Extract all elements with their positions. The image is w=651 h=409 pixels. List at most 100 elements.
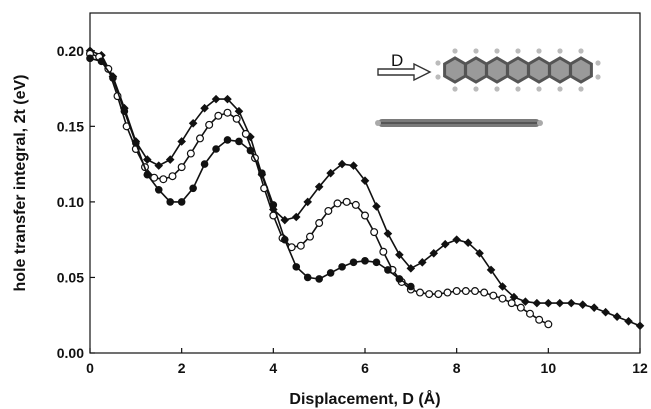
data-point (306, 232, 315, 241)
data-point (416, 288, 425, 297)
y-axis-title: hole transfer integral, 2t (eV) (12, 75, 29, 292)
data-point (165, 155, 175, 164)
data-point (303, 273, 312, 282)
data-point (186, 149, 195, 158)
data-point (280, 235, 289, 244)
data-point (223, 94, 232, 104)
data-point (212, 145, 220, 153)
data-point (351, 200, 360, 209)
data-point (120, 107, 129, 116)
data-point (232, 114, 241, 123)
y-axis: 0.00 0.05 0.10 0.15 0.20 (57, 43, 95, 361)
hydrogen-atom (494, 48, 500, 54)
hydrogen-atom (435, 60, 441, 66)
data-point (291, 212, 301, 222)
x-tick-label: 4 (269, 360, 277, 376)
hydrogen-atom (452, 48, 458, 54)
displacement-arrow-icon (377, 62, 432, 82)
data-point (326, 269, 335, 277)
data-point (452, 235, 461, 244)
data-point (280, 215, 290, 225)
data-point (342, 197, 351, 206)
y-tick-label: 0.05 (57, 269, 84, 285)
data-point (555, 298, 565, 308)
data-point (234, 106, 244, 116)
data-point (384, 266, 392, 274)
molecule-ring (527, 56, 551, 84)
data-point (471, 287, 480, 296)
series-line (89, 57, 412, 288)
data-point (235, 137, 243, 146)
data-point (189, 184, 197, 193)
data-point (223, 108, 232, 117)
data-point (395, 275, 404, 283)
molecule-ring (443, 56, 467, 84)
data-point (86, 54, 94, 63)
x-tick-label: 0 (86, 360, 94, 376)
data-point (150, 173, 159, 182)
data-point (97, 57, 106, 66)
data-point (361, 211, 370, 220)
molecule-ring (464, 56, 488, 84)
series-diamond-filled (85, 46, 645, 331)
data-point (349, 161, 358, 170)
data-point (612, 312, 622, 322)
data-point (315, 275, 323, 283)
data-point (246, 146, 255, 155)
data-point (521, 297, 530, 306)
data-point (314, 182, 324, 192)
molecule-ring (548, 56, 572, 84)
hydrogen-atom (578, 48, 584, 54)
y-tick-label: 0.00 (57, 345, 84, 361)
data-point (440, 239, 450, 249)
molecule-side-view (375, 119, 543, 127)
data-point (516, 303, 525, 312)
data-point (372, 258, 381, 267)
data-point (461, 287, 470, 296)
series-line (89, 50, 641, 327)
data-point (324, 206, 333, 215)
hydrogen-atom (473, 86, 479, 92)
data-point (211, 94, 221, 104)
data-point (383, 229, 393, 238)
x-tick-label: 12 (632, 360, 648, 376)
data-point (166, 198, 175, 206)
data-point (132, 139, 140, 147)
data-point (452, 287, 461, 296)
data-point (498, 294, 507, 303)
series-circle-open (85, 49, 553, 329)
data-point (269, 205, 278, 214)
hydrogen-atom (536, 48, 542, 54)
data-point (142, 155, 152, 164)
hydrogen-atom (595, 60, 601, 66)
data-point (370, 228, 379, 237)
data-point (196, 134, 205, 143)
y-tick-label: 0.15 (57, 118, 84, 134)
x-tick-label: 10 (541, 360, 557, 376)
displacement-label: D (391, 51, 403, 70)
hydrogen-atom (536, 86, 542, 92)
data-point (349, 258, 358, 267)
data-point (566, 298, 576, 308)
data-point (379, 247, 388, 256)
data-point (337, 159, 347, 169)
data-point (407, 282, 415, 291)
data-point (544, 298, 553, 308)
data-point (406, 264, 416, 273)
data-point (578, 300, 588, 309)
molecule-ring (485, 56, 509, 84)
data-point (177, 137, 186, 146)
data-point (143, 170, 152, 179)
data-point (429, 248, 439, 258)
data-point (486, 265, 496, 275)
data-point (109, 74, 117, 82)
x-axis: 0 2 4 6 8 10 12 (86, 348, 648, 376)
data-point (200, 103, 209, 113)
series-circle-filled (86, 54, 415, 291)
data-point (292, 263, 301, 271)
data-point (214, 111, 223, 120)
data-point (480, 288, 489, 297)
data-point (200, 160, 209, 168)
data-point (434, 290, 443, 299)
